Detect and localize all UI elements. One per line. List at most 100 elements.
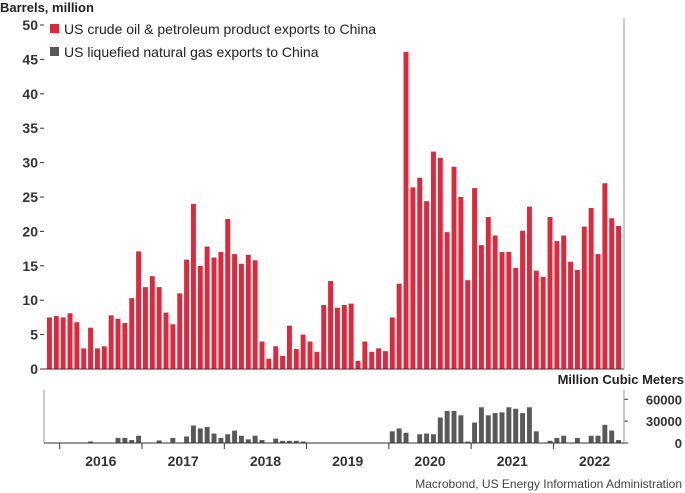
lng-bar [430,434,436,443]
x-tick-2020: 2020 [414,453,445,469]
oil-bar [142,287,148,369]
oil-bar [211,257,217,369]
oil-bar [300,334,306,369]
lng-bar [129,440,135,443]
lng-bars [88,407,622,443]
oil-bar [177,293,183,369]
oil-bar [67,313,73,369]
oil-bar [122,322,128,369]
oil-bar [341,305,347,369]
oil-bar [245,254,251,369]
oil-bar [396,283,402,369]
oil-bar [81,348,87,369]
oil-bar [190,203,196,369]
lng-bar [115,437,121,443]
oil-bar [561,235,567,369]
lng-bar [526,407,532,443]
oil-bar [273,346,279,369]
oil-bar [520,230,526,369]
lng-bar [259,440,265,443]
oil-bar [430,151,436,369]
oil-bar [472,188,478,369]
oil-bar [616,225,622,369]
lng-bar [417,434,423,443]
legend-swatch-oil [50,24,59,33]
oil-bar [485,216,491,369]
main-y-tick-20: 20 [22,223,38,239]
main-y-tick-labels: 0 5 10 15 20 25 30 35 40 45 50 [22,17,38,377]
oil-bar [266,358,272,369]
oil-bar [348,303,354,369]
lng-bar [122,437,128,443]
main-y-tick-50: 50 [22,17,38,33]
lng-bar [437,417,443,443]
main-y-tick-25: 25 [22,189,38,205]
oil-bar [88,327,94,369]
main-y-tick-0: 0 [30,361,38,377]
lng-bar [232,430,238,443]
main-y-tick-5: 5 [30,327,38,343]
main-y-tick-10: 10 [22,292,38,308]
lng-bar [533,431,539,443]
lng-bar [211,433,217,443]
oil-bar [568,261,574,369]
lng-bar [588,435,594,443]
oil-bar [184,259,190,369]
oil-bar [437,157,443,369]
lng-bar [156,440,162,443]
lng-bar [136,435,142,443]
lng-bar [574,437,580,443]
lng-bar [609,430,615,443]
lng-bar [424,433,430,443]
oil-bar [314,351,320,369]
lng-bar [492,413,498,443]
oil-bar [362,341,368,369]
lng-bar [499,412,505,443]
main-y-tick-30: 30 [22,155,38,171]
lng-bar [458,415,464,443]
source-note: Macrobond, US Energy Information Adminis… [415,477,682,491]
oil-bar [94,348,100,369]
legend-label-oil: US crude oil & petroleum product exports… [64,21,376,37]
oil-bar [526,206,532,369]
lng-bar [465,441,471,443]
oil-bar [533,270,539,369]
oil-bar [136,251,142,369]
main-y-tick-15: 15 [22,258,38,274]
main-y-tick-35: 35 [22,120,38,136]
oil-bar [478,245,484,369]
main-y-axis-title: Barrels, million [0,0,94,15]
main-tick-marks [40,24,44,370]
legend-label-lng: US liquefied natural gas exports to Chin… [64,44,319,60]
oil-bar [417,177,423,369]
oil-bar [355,360,361,369]
lng-bar [252,435,258,443]
lng-bar [170,437,176,443]
oil-bar [492,235,498,369]
oil-bar [554,241,560,369]
lng-bar [238,435,244,443]
oil-bar [163,312,169,369]
oil-bar [376,348,382,369]
oil-bar [513,267,519,369]
lng-bar [485,415,491,443]
oil-bar [581,226,587,369]
oil-bar [225,219,231,369]
lng-y-tick-30000: 30000 [646,414,682,429]
lng-bar [444,410,450,443]
oil-bar [547,216,553,369]
x-tick-2017: 2017 [168,453,199,469]
x-tick-2018: 2018 [250,453,281,469]
lng-bar [403,432,409,443]
oil-bar [444,232,450,369]
lng-bar [616,440,622,443]
oil-bar [149,276,155,369]
x-axis: 2016 2017 2018 2019 2020 2021 2022 [59,443,610,469]
lng-y-tick-0: 0 [675,436,682,451]
lng-bar [478,407,484,443]
oil-bar [293,349,299,369]
lng-bar [513,408,519,443]
oil-bar [369,351,375,369]
oil-bar [238,263,244,369]
lng-y-tick-labels: 0 30000 60000 [624,392,682,451]
